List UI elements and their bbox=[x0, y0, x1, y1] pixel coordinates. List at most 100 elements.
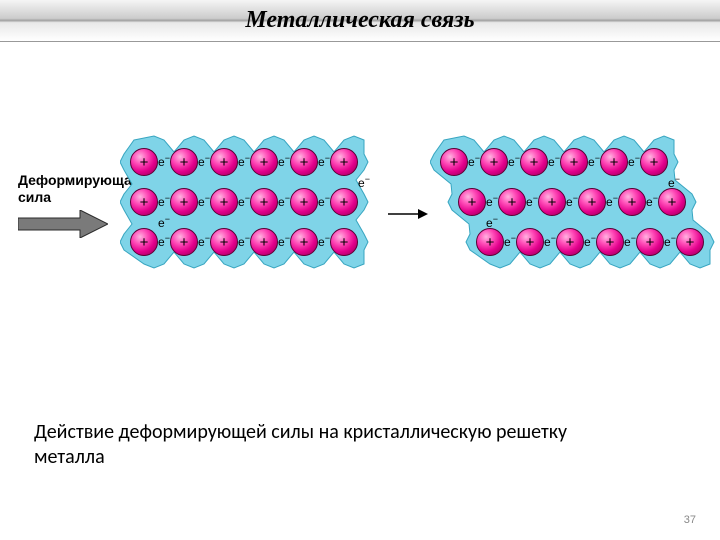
electron-label: e− bbox=[318, 153, 330, 169]
ion: + bbox=[636, 228, 664, 256]
electron-label: e− bbox=[584, 233, 596, 249]
ion: + bbox=[170, 188, 198, 216]
ion-plus-label: + bbox=[490, 155, 499, 170]
title-bar: Металлическая связь bbox=[0, 0, 720, 42]
ion-plus-label: + bbox=[300, 155, 309, 170]
force-label-line2: сила bbox=[18, 189, 51, 205]
ion: + bbox=[556, 228, 584, 256]
ion-plus-label: + bbox=[140, 235, 149, 250]
ion: + bbox=[130, 228, 158, 256]
electron-label: e− bbox=[668, 174, 680, 190]
ion-plus-label: + bbox=[180, 195, 189, 210]
ion: + bbox=[596, 228, 624, 256]
electron-label: e− bbox=[628, 153, 640, 169]
ion: + bbox=[170, 228, 198, 256]
ion: + bbox=[516, 228, 544, 256]
ion-plus-label: + bbox=[548, 195, 557, 210]
electron-label: e− bbox=[504, 233, 516, 249]
electron-label: e− bbox=[486, 214, 498, 230]
electron-label: e− bbox=[158, 233, 170, 249]
electron-label: e− bbox=[238, 193, 250, 209]
ion-plus-label: + bbox=[220, 155, 229, 170]
ion: + bbox=[476, 228, 504, 256]
electron-label: e− bbox=[566, 193, 578, 209]
ion: + bbox=[130, 188, 158, 216]
ion: + bbox=[210, 148, 238, 176]
electron-label: e− bbox=[588, 153, 600, 169]
electron-label: e− bbox=[318, 193, 330, 209]
electron-label: e− bbox=[158, 214, 170, 230]
ion: + bbox=[250, 228, 278, 256]
ion-plus-label: + bbox=[610, 155, 619, 170]
ion-plus-label: + bbox=[220, 195, 229, 210]
ion: + bbox=[618, 188, 646, 216]
page-title: Металлическая связь bbox=[245, 7, 474, 34]
ion: + bbox=[458, 188, 486, 216]
electron-label: e− bbox=[198, 153, 210, 169]
electron-label: e− bbox=[508, 153, 520, 169]
ion: + bbox=[600, 148, 628, 176]
ion: + bbox=[520, 148, 548, 176]
ion: + bbox=[640, 148, 668, 176]
electron-label: e− bbox=[198, 233, 210, 249]
ion-plus-label: + bbox=[628, 195, 637, 210]
ion-plus-label: + bbox=[450, 155, 459, 170]
electron-label: e− bbox=[664, 233, 676, 249]
ion-plus-label: + bbox=[260, 195, 269, 210]
ion: + bbox=[538, 188, 566, 216]
electron-label: e− bbox=[606, 193, 618, 209]
ion: + bbox=[290, 188, 318, 216]
ion-plus-label: + bbox=[340, 155, 349, 170]
ion-plus-label: + bbox=[220, 235, 229, 250]
ion: + bbox=[290, 228, 318, 256]
ion-plus-label: + bbox=[300, 195, 309, 210]
ion: + bbox=[210, 228, 238, 256]
ion: + bbox=[290, 148, 318, 176]
ion-plus-label: + bbox=[340, 235, 349, 250]
ion: + bbox=[250, 188, 278, 216]
transition-arrow-icon bbox=[388, 208, 428, 220]
electron-label: e− bbox=[544, 233, 556, 249]
ion-plus-label: + bbox=[180, 235, 189, 250]
page-number: 37 bbox=[684, 514, 696, 526]
ion-plus-label: + bbox=[140, 155, 149, 170]
ion-plus-label: + bbox=[508, 195, 517, 210]
ion-plus-label: + bbox=[650, 155, 659, 170]
electron-label: e− bbox=[468, 153, 480, 169]
electron-label: e− bbox=[624, 233, 636, 249]
ion-plus-label: + bbox=[530, 155, 539, 170]
ion: + bbox=[658, 188, 686, 216]
caption: Действие деформирующей силы на кристалли… bbox=[34, 420, 594, 470]
electron-label: e− bbox=[526, 193, 538, 209]
ion-plus-label: + bbox=[180, 155, 189, 170]
ion: + bbox=[210, 188, 238, 216]
ion-plus-label: + bbox=[588, 195, 597, 210]
electron-label: e− bbox=[358, 174, 370, 190]
ion: + bbox=[170, 148, 198, 176]
ion-plus-label: + bbox=[646, 235, 655, 250]
electron-label: e− bbox=[486, 193, 498, 209]
ion-plus-label: + bbox=[526, 235, 535, 250]
ion: + bbox=[498, 188, 526, 216]
electron-label: e− bbox=[238, 233, 250, 249]
ion: + bbox=[578, 188, 606, 216]
electron-label: e− bbox=[278, 193, 290, 209]
ion-plus-label: + bbox=[606, 235, 615, 250]
electron-label: e− bbox=[198, 193, 210, 209]
ion-plus-label: + bbox=[668, 195, 677, 210]
ion-plus-label: + bbox=[468, 195, 477, 210]
ion: + bbox=[330, 228, 358, 256]
electron-label: e− bbox=[158, 193, 170, 209]
ion-plus-label: + bbox=[486, 235, 495, 250]
ion: + bbox=[130, 148, 158, 176]
electron-label: e− bbox=[278, 153, 290, 169]
ion-plus-label: + bbox=[140, 195, 149, 210]
ion: + bbox=[480, 148, 508, 176]
ion-plus-label: + bbox=[260, 155, 269, 170]
ion: + bbox=[440, 148, 468, 176]
electron-label: e− bbox=[238, 153, 250, 169]
ion-plus-label: + bbox=[570, 155, 579, 170]
ion-plus-label: + bbox=[686, 235, 695, 250]
force-arrow-icon bbox=[18, 210, 108, 238]
electron-label: e− bbox=[158, 153, 170, 169]
